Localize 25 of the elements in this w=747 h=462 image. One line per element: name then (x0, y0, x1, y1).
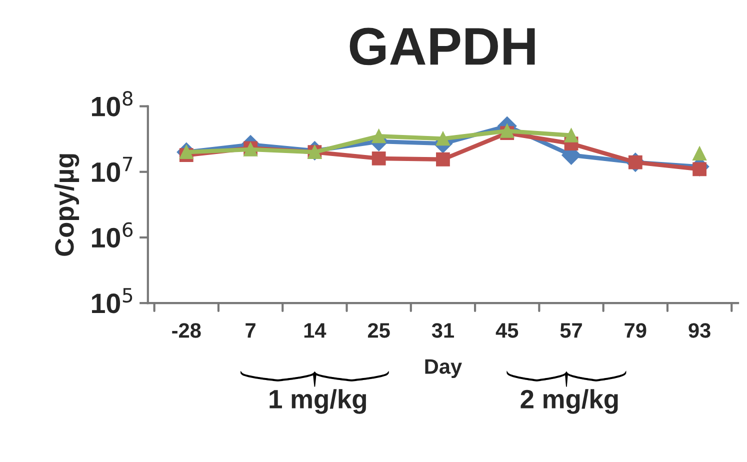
point (372, 152, 386, 166)
x-tick-label: 7 (246, 323, 256, 338)
x-tick-label: -28 (172, 323, 201, 338)
point (564, 128, 578, 142)
x-tick-label: 79 (624, 323, 646, 338)
point (692, 162, 706, 176)
point (436, 152, 450, 166)
x-axis-title: Day (425, 359, 462, 378)
text: 2 mg/kg (520, 389, 618, 414)
y-tick-label: 10$^{7}$ (92, 156, 132, 182)
x-tick-label: 25 (368, 323, 390, 338)
x-tick-label: 31 (432, 323, 454, 338)
point (500, 124, 514, 138)
point (692, 146, 706, 161)
x-tick-label: 57 (560, 323, 582, 338)
x-tick-label: 45 (496, 323, 518, 338)
y-tick-label: 10$^{6}$ (92, 222, 133, 248)
text: 1 mg/kg (270, 389, 366, 414)
x-tick-label: 93 (688, 323, 710, 338)
y-tick-label: 10$^{5}$ (92, 288, 132, 314)
x-tick-label: 14 (304, 323, 326, 338)
chart-title: GAPDH (350, 28, 535, 66)
y-axis-title: Copy/µg (54, 154, 80, 256)
y-tick-label: 10$^{8}$ (92, 91, 132, 116)
point (372, 129, 386, 144)
